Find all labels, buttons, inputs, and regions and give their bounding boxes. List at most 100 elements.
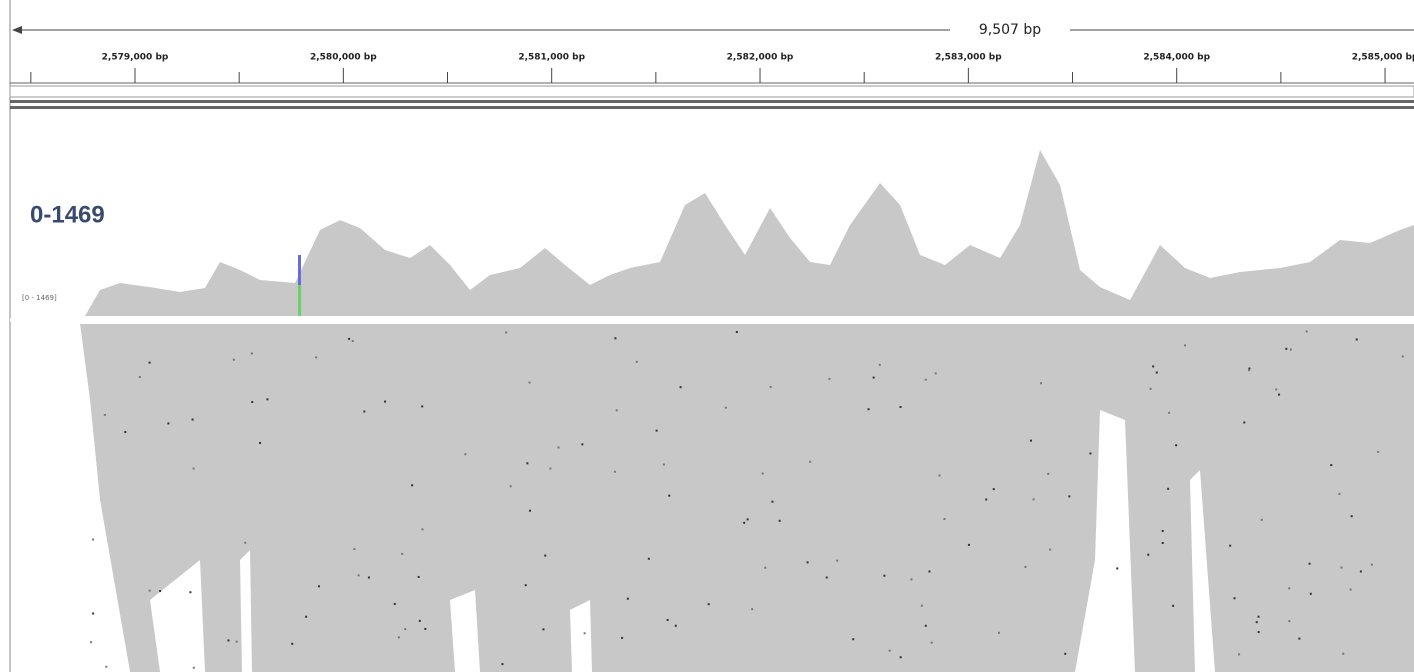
- mismatch: [899, 656, 902, 659]
- mismatch: [1288, 620, 1291, 623]
- tick-label: 2,579,000 bp: [102, 53, 169, 63]
- mismatch: [367, 576, 370, 579]
- mismatch: [509, 485, 512, 488]
- mismatch: [526, 462, 529, 465]
- mismatch: [92, 612, 95, 615]
- reads-track: [16, 324, 1414, 672]
- mismatch: [679, 386, 682, 389]
- mismatch: [806, 561, 809, 564]
- mismatch: [924, 378, 927, 381]
- mismatch: [825, 576, 828, 579]
- mismatch: [764, 566, 767, 569]
- read-gap: [570, 600, 592, 672]
- span-arrow: [12, 26, 22, 34]
- read-gap: [450, 590, 480, 672]
- coverage-area: [85, 150, 1414, 316]
- mismatch: [1024, 565, 1027, 568]
- mismatch: [1248, 369, 1251, 372]
- mismatch: [167, 422, 170, 425]
- mismatch: [828, 377, 831, 380]
- mismatch: [930, 641, 933, 644]
- mismatch: [103, 413, 106, 416]
- mismatch: [1149, 387, 1152, 390]
- mismatch: [746, 518, 749, 521]
- mismatch: [1359, 570, 1362, 573]
- mismatch: [291, 642, 294, 645]
- mismatch: [1309, 592, 1312, 595]
- separator: [10, 100, 1414, 103]
- mismatch: [1161, 529, 1164, 532]
- mismatch: [1298, 637, 1301, 640]
- mismatch: [138, 375, 141, 378]
- variant-marker: [298, 255, 301, 285]
- mismatch: [938, 474, 941, 477]
- mismatch: [1047, 472, 1050, 475]
- mismatch: [1068, 495, 1071, 498]
- mismatch: [348, 337, 351, 340]
- mismatch: [967, 543, 970, 546]
- mismatch: [724, 406, 727, 409]
- mismatch: [544, 554, 547, 557]
- tick-label: 2,581,000 bp: [518, 53, 585, 63]
- mismatch: [315, 356, 318, 359]
- mismatch-dots: [90, 330, 1404, 669]
- mismatch: [505, 331, 508, 334]
- mismatch: [235, 640, 238, 643]
- mismatch: [421, 405, 424, 408]
- ruler-box: [9, 85, 1414, 98]
- mismatch: [1377, 450, 1380, 453]
- mismatch: [1350, 515, 1353, 518]
- read-gap: [1075, 410, 1135, 672]
- mismatch: [1255, 621, 1258, 624]
- tick-label: 2,582,000 bp: [727, 53, 794, 63]
- mismatch: [528, 509, 531, 512]
- mismatch: [401, 552, 404, 555]
- mismatch: [1161, 541, 1164, 544]
- mismatch: [769, 385, 772, 388]
- mismatch: [557, 446, 560, 449]
- mismatch: [751, 608, 754, 611]
- mismatch: [227, 639, 230, 642]
- mismatch: [1064, 652, 1067, 655]
- mismatch: [317, 585, 320, 588]
- mismatch: [1342, 652, 1345, 655]
- mismatch: [357, 574, 360, 577]
- mismatch: [1049, 548, 1052, 551]
- mismatch: [351, 340, 354, 343]
- mismatch: [1040, 382, 1043, 385]
- mismatch: [148, 361, 151, 364]
- reads: [80, 324, 1414, 672]
- mismatch: [928, 570, 931, 573]
- mismatch: [1308, 562, 1311, 565]
- mismatch: [353, 548, 356, 551]
- mismatch: [934, 372, 937, 375]
- mismatch: [1288, 587, 1291, 590]
- mismatch: [614, 337, 617, 340]
- mismatch: [1116, 567, 1119, 570]
- mismatch: [1370, 563, 1373, 566]
- mismatch: [363, 410, 366, 413]
- read-gap: [1190, 470, 1215, 672]
- mismatch: [191, 418, 194, 421]
- mismatch: [1167, 487, 1170, 490]
- mismatch: [1029, 439, 1032, 442]
- mismatch: [1168, 411, 1171, 414]
- separator: [10, 106, 1414, 109]
- mismatch: [418, 619, 421, 622]
- mismatch: [1401, 355, 1404, 358]
- mismatch: [192, 666, 195, 669]
- mismatch: [305, 615, 308, 618]
- mismatch: [524, 584, 527, 587]
- mismatch: [1257, 631, 1260, 634]
- mismatch: [581, 443, 584, 446]
- mismatch: [1032, 498, 1035, 501]
- mismatch: [250, 352, 253, 355]
- mismatch: [1184, 344, 1187, 347]
- mismatch: [105, 665, 108, 668]
- read-gap: [16, 324, 130, 672]
- mismatch: [899, 406, 902, 409]
- mismatch: [1338, 492, 1341, 495]
- mismatch: [1260, 518, 1263, 521]
- mismatch: [910, 578, 913, 581]
- mismatch: [809, 460, 812, 463]
